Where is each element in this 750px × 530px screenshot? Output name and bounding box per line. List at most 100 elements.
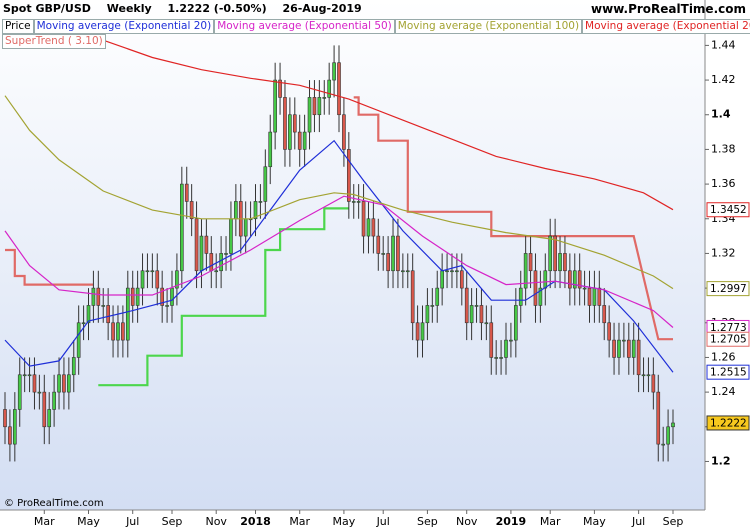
candle-body [135,287,140,306]
candle-body [499,357,503,359]
legend-entry: SuperTrend ( 3.10) [2,34,106,49]
candle-body [76,322,81,358]
last-value-label: 1.2705 [710,334,747,346]
last-value-tag [706,202,750,218]
x-tick-label: Mar [289,515,310,528]
candle-body [13,409,17,445]
x-tick-label: Jul [376,515,390,528]
candle-body [32,374,37,393]
candle-body [528,253,533,272]
candle-body [194,218,199,272]
candle-body [52,391,56,410]
candle-body [558,253,562,272]
candle-body [464,287,469,324]
candle-body [37,391,42,394]
candle-body [288,114,292,150]
candle-body [435,287,440,306]
candle-body [597,287,602,306]
x-tick-label: May [583,515,606,528]
legend: SuperTrend ( 3.10) [2,34,106,49]
y-tick-label: 1.42 [711,73,736,86]
candle-body [180,183,184,272]
candle-body [425,305,430,324]
candle-body [229,218,233,254]
candle-body [332,62,336,81]
candle-body [342,114,346,150]
candle-body [479,305,484,324]
candle-body [401,270,405,273]
candle-body [553,235,557,272]
candle-body [209,253,214,272]
candle-body [86,305,91,324]
candle-body [661,443,665,446]
candle-body [622,339,626,342]
y-tick-label: 1.24 [711,385,736,398]
legend-entry: Price [2,19,34,34]
candle-body [641,374,646,377]
x-tick-label: Nov [205,515,227,528]
x-tick-label: Nov [456,515,478,528]
copyright: © ProRealTime.com [4,498,104,509]
symbol: Spot GBP/USD [3,2,91,15]
candle-body [361,201,366,237]
supertrend-line [98,207,349,387]
candle-body [81,322,86,325]
candle-body [651,374,656,393]
candle-body [577,270,582,289]
period: Weekly [106,2,152,15]
candle-body [533,270,538,306]
candle-body [214,270,219,273]
x-tick-label: Sep [162,515,183,528]
x-tick-label: Jul [125,515,139,528]
candle-body [27,374,32,377]
last-value-tag [706,415,750,431]
candle-body [106,305,110,324]
candle-body [396,235,400,272]
candle-body [366,218,371,237]
x-tick-label: May [77,515,100,528]
x-tick-label: Mar [540,515,561,528]
candle-body [671,422,675,428]
candle-body [445,270,449,273]
candle-body [292,114,297,133]
candle-body [617,339,621,358]
x-tick-label: 2019 [496,515,527,528]
candle-body [71,357,76,376]
candle-body [57,374,61,393]
candle-body [410,270,415,324]
candle-body [523,253,528,289]
candle-body [263,166,268,202]
candle-body [656,391,661,445]
candle-body [155,270,160,289]
candle-body [204,235,209,254]
candle-body [509,339,513,342]
candle-body [224,253,228,255]
candle-body [459,270,464,289]
candle-body [234,201,238,220]
x-tick-label: 2018 [240,515,271,528]
candle-body [420,322,425,341]
candle-body [572,270,577,289]
y-tick-label: 1.38 [711,142,736,155]
supertrend-line [5,248,94,286]
y-tick-label: 1.26 [711,350,736,363]
last-value-label: 1.2997 [710,283,747,295]
candle-body [494,357,498,359]
candle-body [283,97,287,150]
candle-body [253,201,258,220]
legend: Price Moving average (Exponential 20) Movi… [2,19,750,34]
candle-body [150,270,155,273]
candle-body [548,235,553,272]
candle-body [607,322,611,341]
y-tick-label: 1.36 [711,177,736,190]
candle-body [455,270,459,273]
candle-body [322,97,327,99]
candle-body [140,270,145,289]
candle-body [626,339,631,358]
candle-body [8,426,12,445]
candle-body [514,305,518,341]
candle-body [47,409,52,428]
candle-body [646,374,651,377]
candle-body [450,270,454,273]
